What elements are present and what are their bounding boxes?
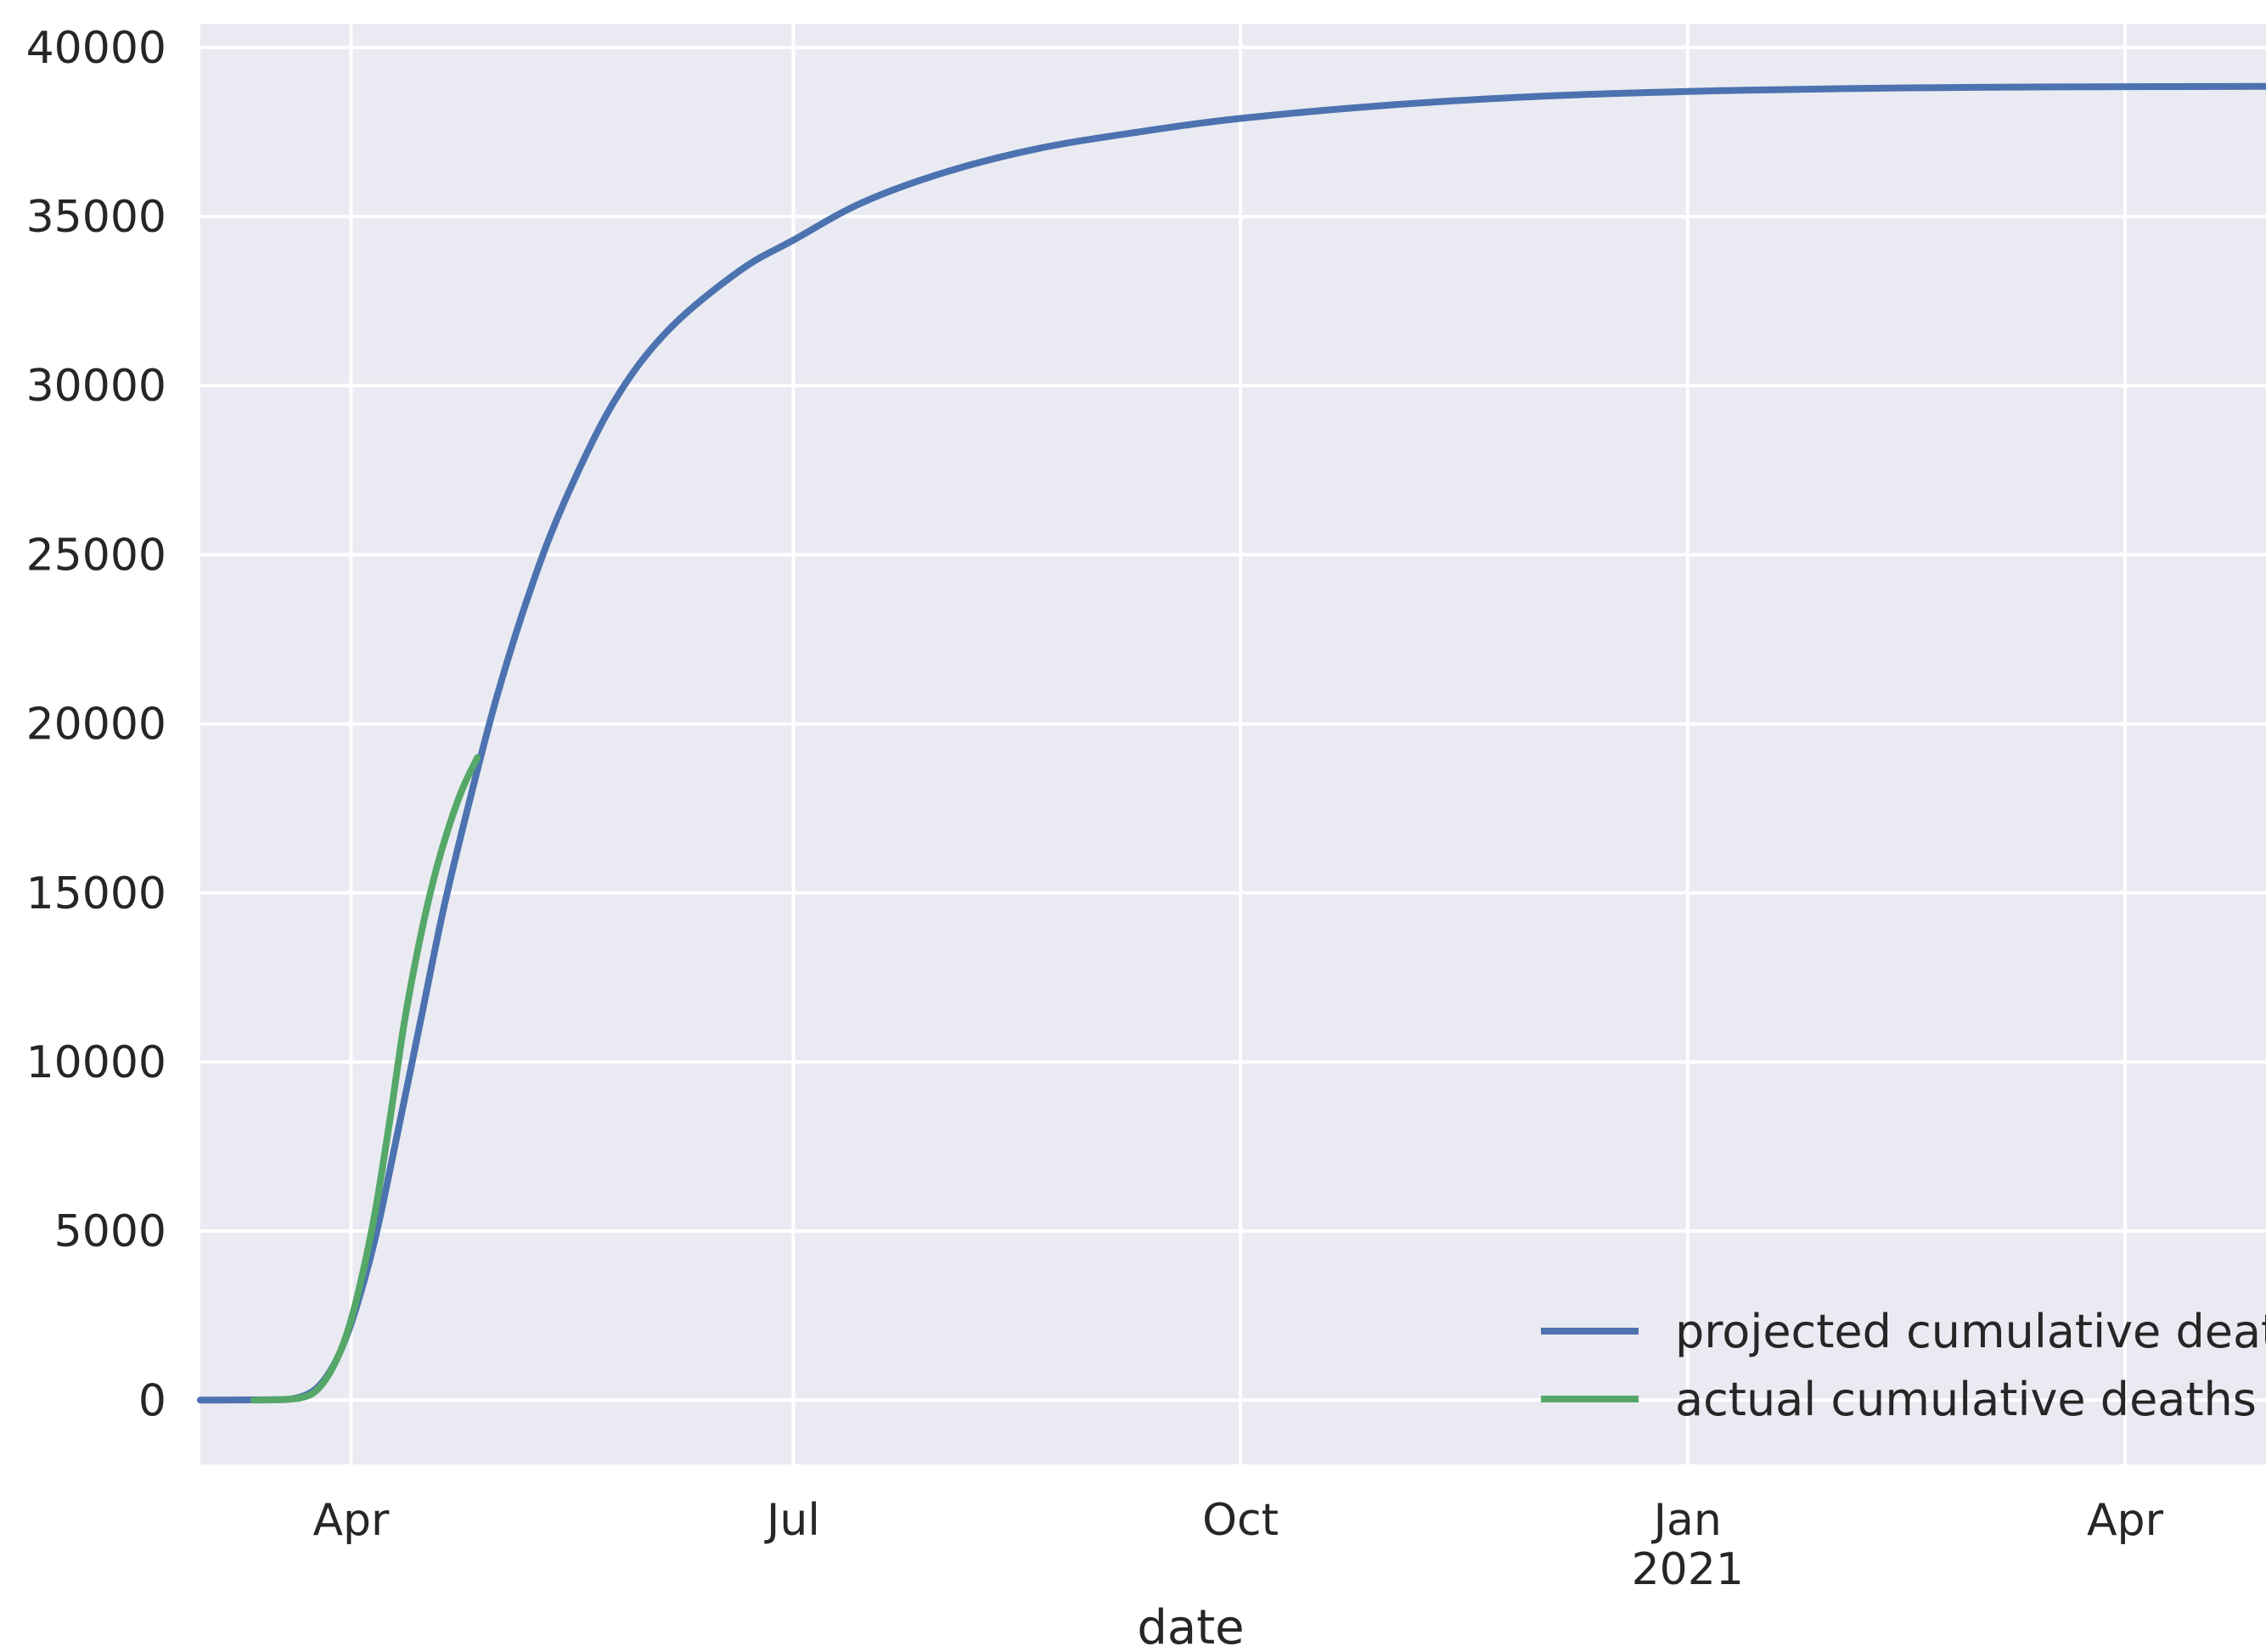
actual-deaths-line — [250, 754, 481, 1404]
series-lines — [197, 82, 2266, 1404]
y-tick-label: 20000 — [26, 700, 166, 750]
legend-label: projected cumulative deaths — [1675, 1305, 2266, 1358]
x-tick-label: Jan — [1651, 1495, 1722, 1546]
legend-label: actual cumulative deaths — [1675, 1373, 2257, 1426]
y-tick-label: 15000 — [26, 868, 166, 919]
y-tick-label: 40000 — [26, 23, 166, 74]
plot-background — [200, 24, 2266, 1464]
y-tick-label: 35000 — [26, 192, 166, 243]
y-axis-ticks: 0 5000 10000 15000 20000 25000 30000 35000 40000 — [26, 23, 166, 1426]
y-tick-label: 5000 — [54, 1206, 166, 1257]
x-tick-label: Apr — [2087, 1495, 2164, 1546]
x-tick-label: Jul — [764, 1495, 820, 1546]
y-tick-label: 0 — [138, 1375, 166, 1426]
x-axis-label: date — [1137, 1600, 1244, 1652]
y-tick-label: 25000 — [26, 530, 166, 581]
y-tick-label: 10000 — [26, 1037, 166, 1088]
x-tick-sublabel: 2021 — [1632, 1544, 1744, 1595]
x-tick-label: Apr — [312, 1495, 390, 1546]
legend: projected cumulative deaths actual cumula… — [1541, 1305, 2266, 1426]
x-tick-label: Oct — [1202, 1495, 1279, 1546]
y-tick-label: 30000 — [26, 361, 166, 412]
